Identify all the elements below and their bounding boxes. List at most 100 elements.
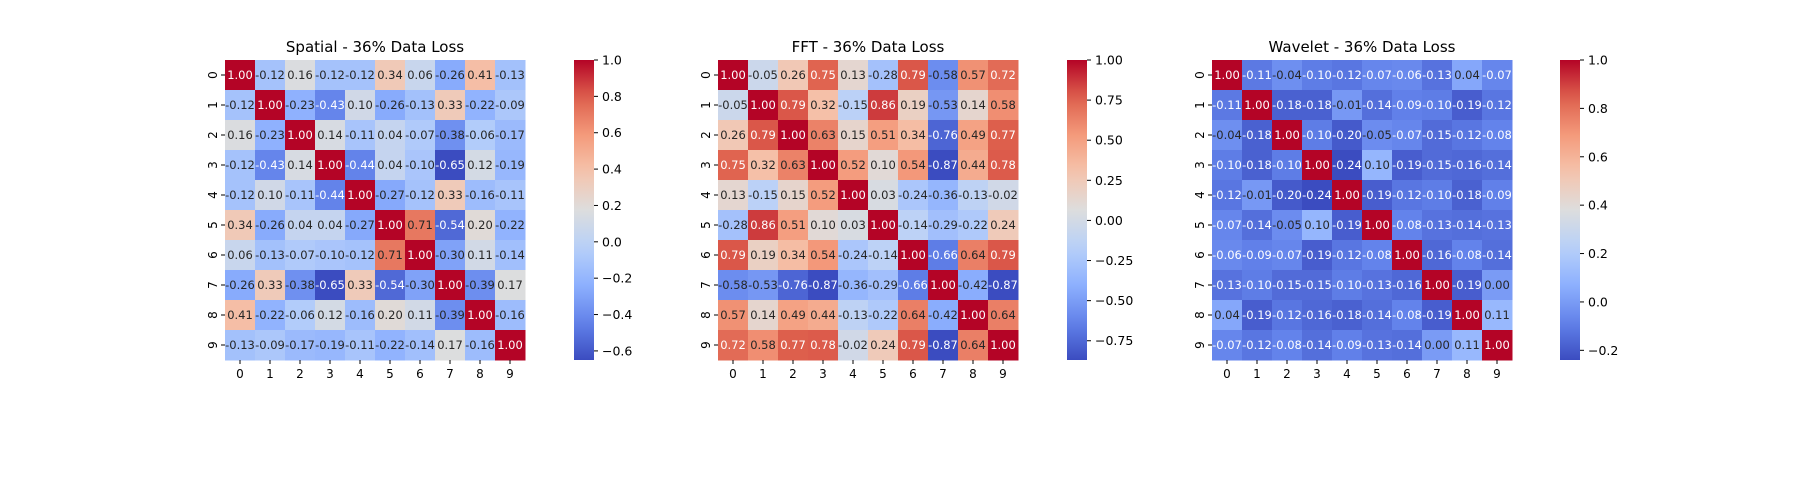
heatmap-cell — [315, 240, 346, 271]
y-tick-label: 3 — [1193, 161, 1207, 169]
heatmap-cell — [1332, 180, 1363, 211]
cell-value-label: -0.14 — [1362, 98, 1392, 112]
heatmap-cell — [255, 270, 286, 301]
cell-value-label: 0.71 — [407, 218, 433, 232]
cell-value-label: 0.75 — [810, 68, 836, 82]
x-tick-label: 0 — [1223, 367, 1231, 381]
y-tick-label: 2 — [699, 131, 713, 139]
x-tick-label: 1 — [1253, 367, 1261, 381]
heatmap-cell — [495, 210, 526, 241]
cell-value-label: -0.53 — [748, 278, 778, 292]
cell-value-label: -0.13 — [495, 68, 525, 82]
x-tick-label: 8 — [476, 367, 484, 381]
y-tick-label: 4 — [206, 191, 220, 199]
cell-value-label: 0.04 — [1214, 308, 1240, 322]
cell-value-label: -0.05 — [718, 98, 748, 112]
cell-value-label: -0.29 — [928, 218, 958, 232]
cell-value-label: 1.00 — [1454, 308, 1480, 322]
colorbar-tick-label: 0.00 — [1095, 213, 1123, 228]
heatmap-cell — [1392, 240, 1423, 271]
cell-value-label: 0.79 — [780, 98, 806, 112]
heatmap-cell — [1272, 270, 1303, 301]
cell-value-label: -0.10 — [1302, 68, 1332, 82]
heatmap-cell — [1392, 300, 1423, 331]
heatmap-cell — [315, 150, 346, 181]
cell-value-label: -0.87 — [928, 338, 958, 352]
cell-value-label: -0.65 — [315, 278, 345, 292]
cell-value-label: -0.11 — [285, 188, 315, 202]
cell-value-label: -0.87 — [808, 278, 838, 292]
heatmap-cell — [958, 300, 989, 331]
cell-value-label: -0.05 — [1362, 128, 1392, 142]
cell-value-label: -0.29 — [868, 278, 898, 292]
heatmap-cell — [868, 90, 899, 121]
cell-value-label: 0.52 — [840, 158, 866, 172]
cell-value-label: -0.14 — [1242, 218, 1272, 232]
cell-value-label: -0.12 — [255, 68, 285, 82]
cell-value-label: 0.71 — [377, 248, 403, 262]
heatmap-cell — [838, 180, 869, 211]
heatmap-cell — [495, 150, 526, 181]
heatmap-cell — [315, 210, 346, 241]
cell-value-label: -0.12 — [405, 188, 435, 202]
cell-value-label: -0.07 — [1272, 248, 1302, 262]
heatmap-cell — [1302, 150, 1333, 181]
heatmap-cell — [868, 300, 899, 331]
cell-value-label: -0.08 — [1272, 338, 1302, 352]
heatmap-cell — [748, 210, 779, 241]
cell-value-label: -0.27 — [345, 218, 375, 232]
y-tick-label: 4 — [1193, 191, 1207, 199]
heatmap-cell — [718, 270, 749, 301]
x-tick-label: 3 — [819, 367, 827, 381]
cell-value-label: -0.07 — [405, 128, 435, 142]
x-tick-label: 3 — [1313, 367, 1321, 381]
heatmap-cell — [495, 240, 526, 271]
heatmap-cell — [435, 150, 466, 181]
cell-value-label: 0.64 — [960, 338, 986, 352]
heatmap-cell — [345, 90, 376, 121]
cell-value-label: -0.66 — [898, 278, 928, 292]
heatmap-cell — [988, 180, 1019, 211]
heatmap-cell — [405, 120, 436, 151]
heatmap-cell — [808, 300, 839, 331]
heatmap-cell — [495, 90, 526, 121]
heatmap-cell — [1422, 270, 1453, 301]
cell-value-label: 1.00 — [1484, 338, 1510, 352]
heatmap-cell — [868, 270, 899, 301]
heatmap-cell — [1482, 150, 1513, 181]
cell-value-label: -0.07 — [1362, 68, 1392, 82]
chart-title: Spatial - 36% Data Loss — [286, 38, 464, 56]
heatmap-cell — [898, 240, 929, 271]
cell-value-label: 0.34 — [377, 68, 403, 82]
heatmap-cell — [1362, 60, 1393, 91]
cell-value-label: 1.00 — [437, 278, 463, 292]
cell-value-label: 0.79 — [990, 248, 1016, 262]
chart-title: Wavelet - 36% Data Loss — [1269, 38, 1456, 56]
heatmap-cell — [1482, 210, 1513, 241]
cell-value-label: -0.19 — [1362, 188, 1392, 202]
cell-value-label: -0.19 — [1332, 218, 1362, 232]
heatmap-cell — [405, 330, 436, 361]
x-tick-label: 7 — [939, 367, 947, 381]
cell-value-label: -0.10 — [405, 158, 435, 172]
heatmap-cell — [345, 180, 376, 211]
cell-value-label: -0.09 — [495, 98, 525, 112]
heatmap-cell — [718, 300, 749, 331]
cell-value-label: 0.57 — [720, 308, 746, 322]
colorbar-tick-label: −0.75 — [1095, 333, 1133, 348]
cell-value-label: -0.10 — [315, 248, 345, 262]
colorbar-tick-label: 0.8 — [602, 89, 622, 104]
cell-value-label: 1.00 — [467, 308, 493, 322]
heatmap-cell — [928, 270, 959, 301]
heatmap-cell — [285, 180, 316, 211]
heatmap-cell — [225, 150, 256, 181]
heatmap-cell — [958, 210, 989, 241]
cell-value-label: -0.12 — [225, 188, 255, 202]
x-tick-label: 9 — [999, 367, 1007, 381]
cell-value-label: -0.30 — [405, 278, 435, 292]
x-tick-label: 7 — [446, 367, 454, 381]
cell-value-label: -0.06 — [465, 128, 495, 142]
cell-value-label: -0.12 — [1242, 338, 1272, 352]
cell-value-label: -0.42 — [928, 308, 958, 322]
